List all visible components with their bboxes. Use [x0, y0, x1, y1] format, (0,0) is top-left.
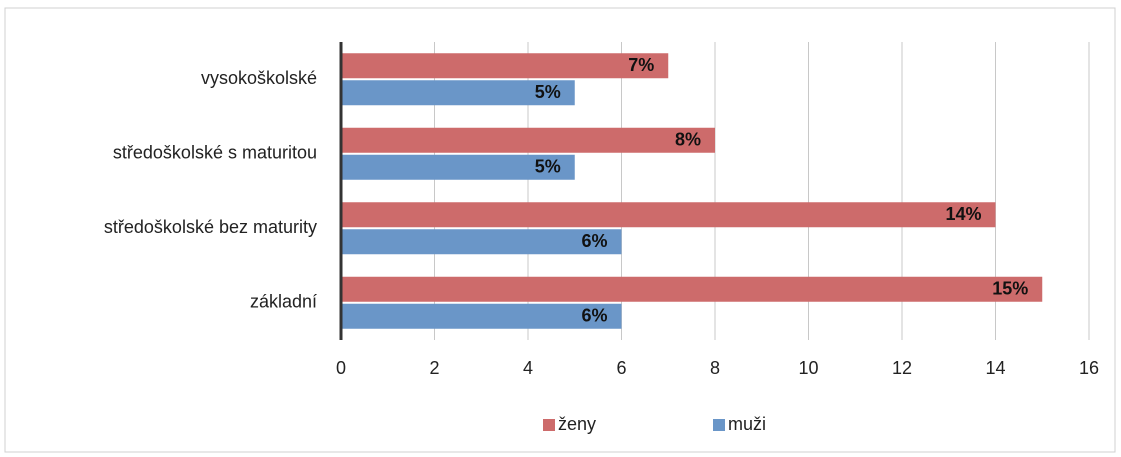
value-label: 5%: [535, 157, 561, 177]
y-tick-label: vysokoškolské: [201, 68, 317, 88]
bar: [341, 127, 715, 153]
x-tick-label: 8: [710, 358, 720, 378]
legend-swatch: [543, 419, 555, 431]
bar: [341, 53, 669, 79]
value-label: 8%: [675, 130, 701, 150]
value-label: 7%: [628, 55, 654, 75]
value-label: 6%: [581, 231, 607, 251]
bar: [341, 154, 575, 180]
legend-swatch: [713, 419, 725, 431]
x-tick-label: 2: [429, 358, 439, 378]
value-label: 5%: [535, 82, 561, 102]
value-label: 6%: [581, 306, 607, 326]
bar: [341, 303, 622, 329]
y-tick-label: středoškolské s maturitou: [113, 143, 317, 163]
x-tick-label: 12: [892, 358, 912, 378]
x-tick-label: 4: [523, 358, 533, 378]
bar: [341, 276, 1043, 302]
x-tick-label: 14: [985, 358, 1005, 378]
legend-label: muži: [728, 414, 766, 434]
y-tick-label: středoškolské bez maturity: [104, 217, 317, 237]
y-tick-label: základní: [250, 292, 317, 312]
bar: [341, 229, 622, 255]
legend-label: ženy: [558, 414, 596, 434]
bar: [341, 80, 575, 106]
value-label: 14%: [945, 204, 981, 224]
bar: [341, 202, 996, 228]
value-label: 15%: [992, 279, 1028, 299]
x-tick-label: 0: [336, 358, 346, 378]
x-tick-label: 6: [616, 358, 626, 378]
x-tick-label: 16: [1079, 358, 1099, 378]
x-tick-label: 10: [798, 358, 818, 378]
